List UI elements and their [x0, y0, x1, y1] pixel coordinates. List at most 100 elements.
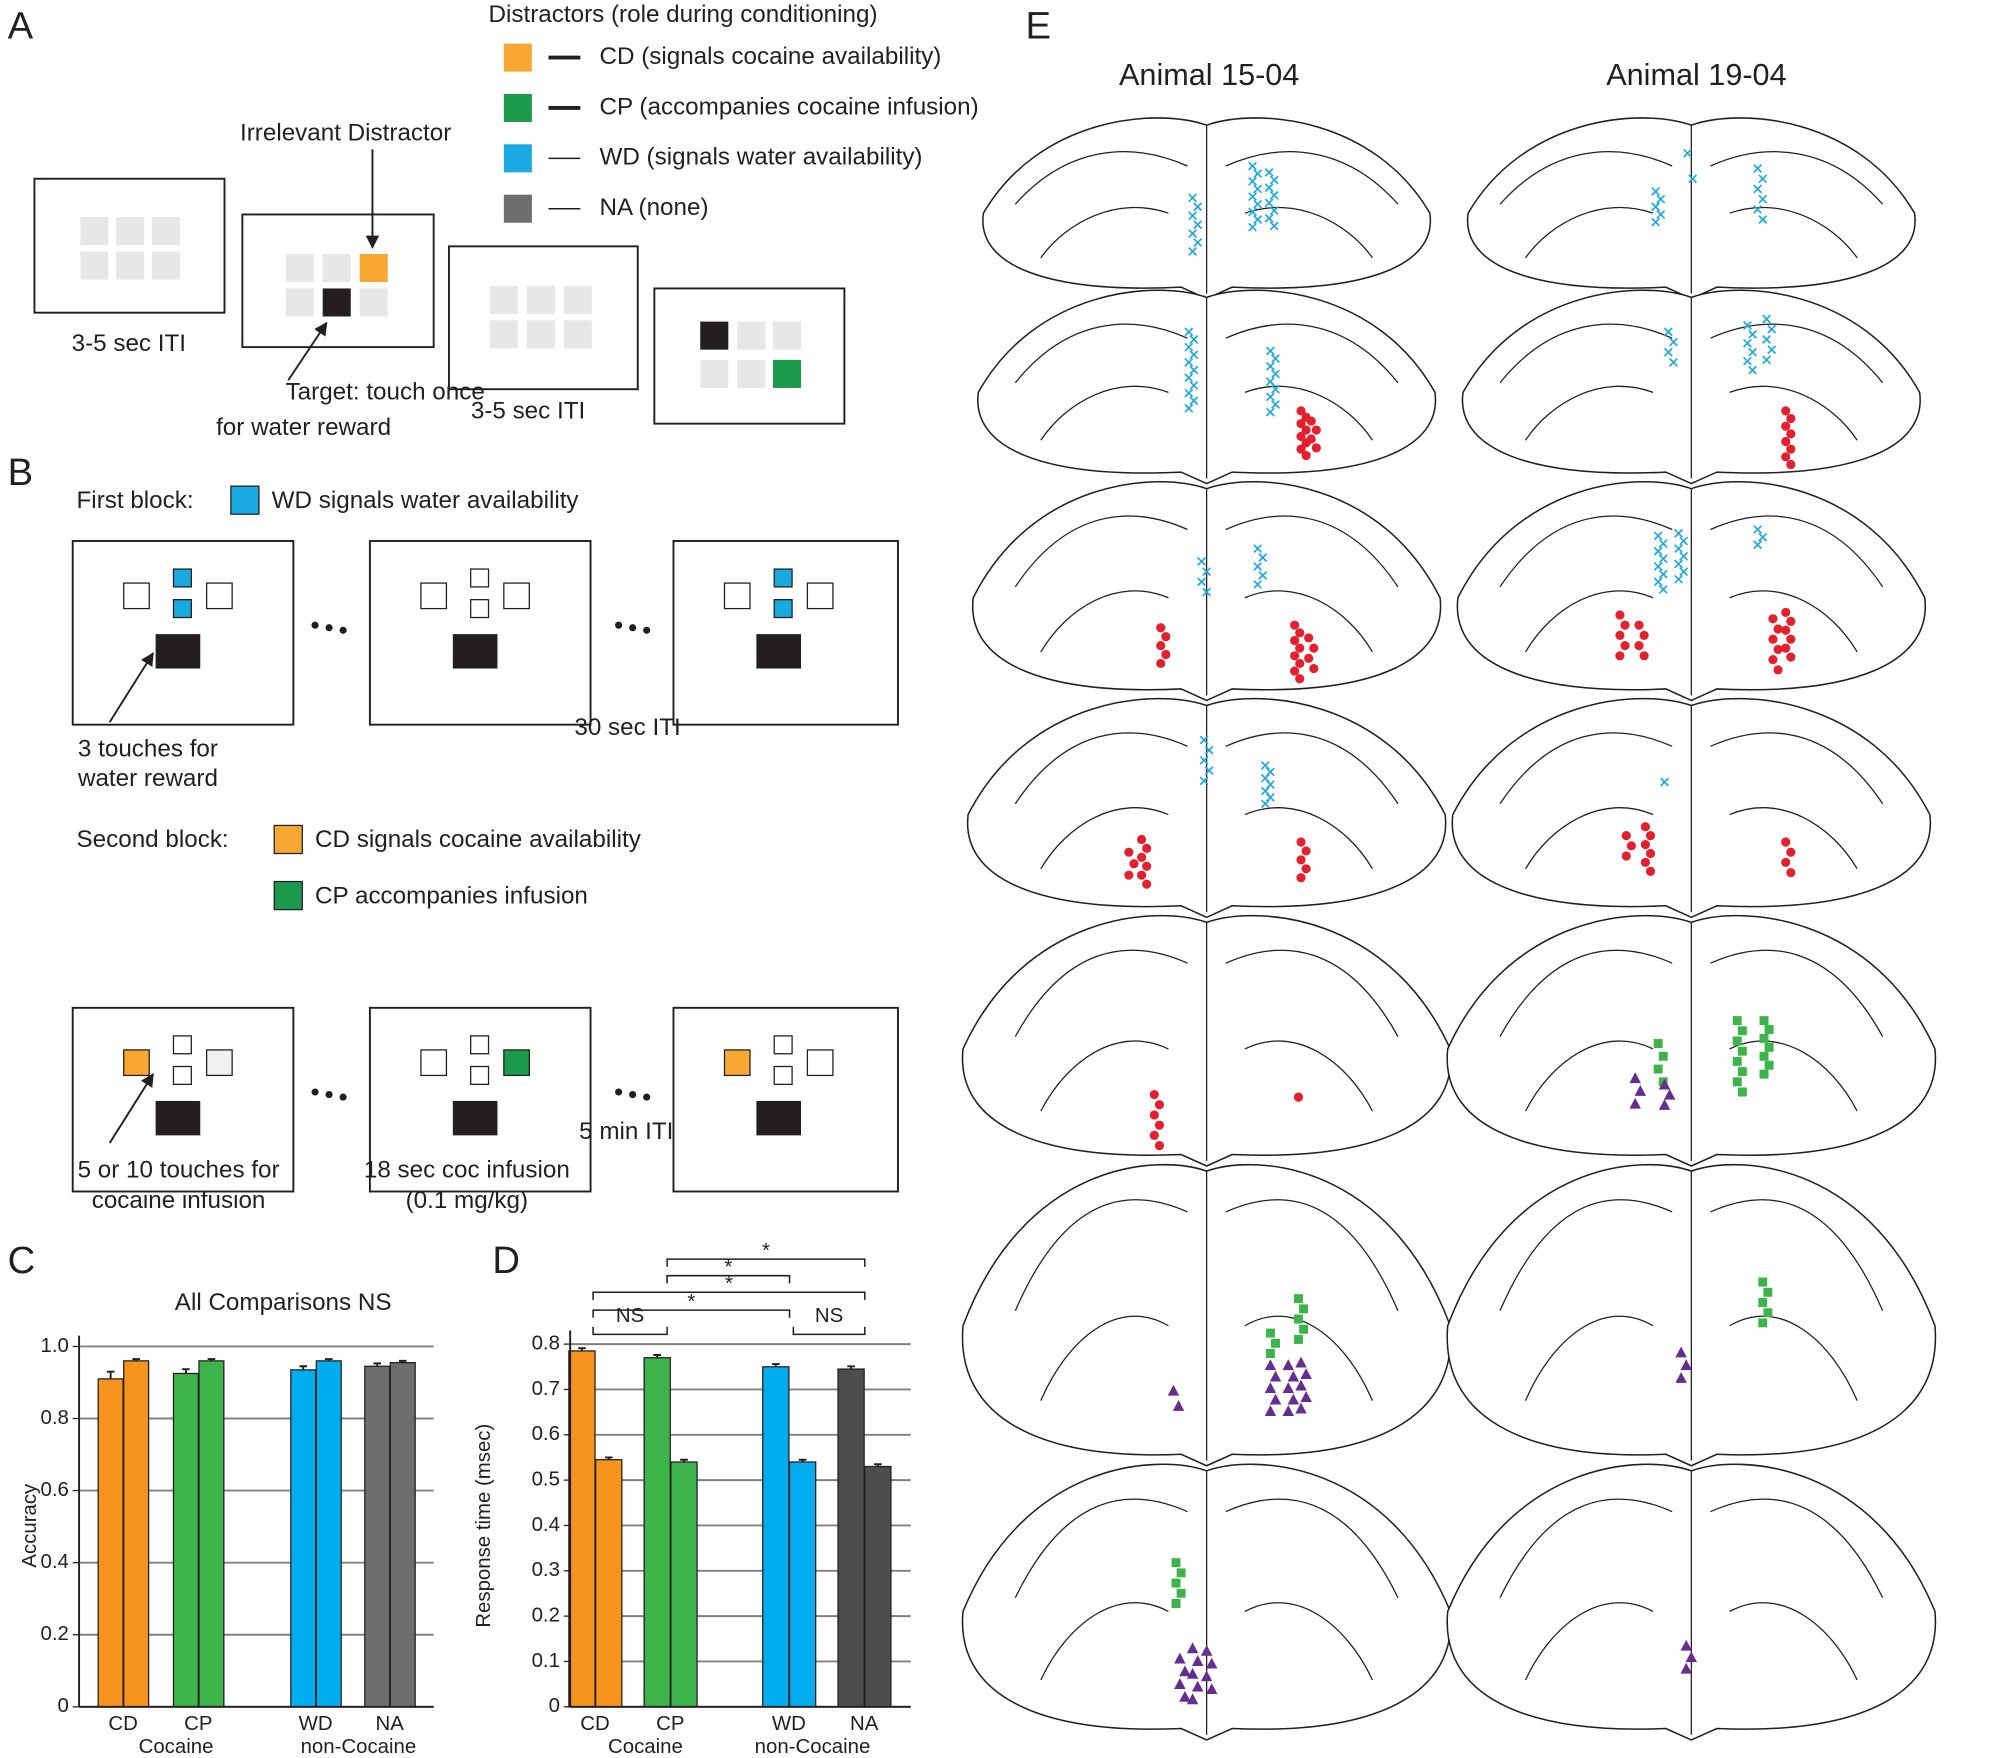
site-marker [1269, 221, 1279, 231]
sulcus [1710, 323, 1884, 384]
site-marker [1171, 1558, 1181, 1568]
sulcus [1225, 515, 1399, 588]
site-marker [1149, 1130, 1159, 1140]
site-marker [1296, 444, 1306, 454]
significance-bracket [666, 1258, 866, 1267]
site-marker [1300, 1391, 1312, 1402]
y-tick-label: 0.2 [532, 1605, 560, 1627]
significance-label: NS [616, 1305, 644, 1327]
site-marker [1287, 1370, 1300, 1382]
site-marker [1282, 1382, 1295, 1394]
site-marker [1651, 202, 1661, 212]
site-marker [1204, 766, 1214, 775]
significance-label: * [725, 1273, 733, 1295]
site-marker [1174, 1678, 1186, 1689]
site-marker [1171, 1599, 1181, 1608]
legend-text: CD signals cocaine availability [315, 826, 642, 853]
site-marker [1762, 355, 1771, 365]
error-bar [604, 1456, 613, 1460]
site-marker [1296, 431, 1306, 441]
site-marker [1660, 777, 1669, 787]
site-marker [1193, 238, 1203, 247]
ellipsis-dot [615, 1088, 623, 1096]
site-marker [1295, 643, 1305, 653]
site-marker [1293, 1092, 1304, 1102]
x-tick-label: CP [656, 1713, 684, 1735]
legend-swatch [273, 880, 303, 911]
ellipsis-dot [339, 626, 347, 634]
bar [788, 1461, 817, 1708]
site-marker [1295, 1356, 1307, 1368]
site-marker [1136, 870, 1147, 880]
sulcus [1244, 206, 1373, 259]
site-marker [1743, 321, 1752, 330]
sulcus [1524, 1315, 1654, 1401]
site-marker [1294, 1334, 1303, 1344]
site-marker [1767, 324, 1777, 334]
sulcus [1729, 206, 1858, 259]
site-marker [1176, 1568, 1186, 1578]
x-tick-label: CD [580, 1713, 609, 1735]
site-marker [1294, 1294, 1303, 1304]
sulcus [1499, 515, 1673, 588]
sulcus [1710, 515, 1884, 588]
site-marker [1768, 634, 1778, 644]
site-marker [1679, 536, 1689, 546]
site-marker [1154, 1140, 1165, 1151]
site-marker [1179, 1665, 1191, 1677]
site-marker [1680, 1662, 1692, 1674]
site-marker [1781, 406, 1791, 416]
site-marker [1758, 1298, 1768, 1307]
site-marker [1189, 335, 1199, 344]
site-marker [1620, 640, 1630, 651]
site-marker [1205, 1657, 1218, 1669]
site-marker [1296, 419, 1306, 429]
sulcus [1499, 949, 1673, 1037]
charts: 0 0.2 0.4 0.6 0.8 1.0 CD CP WD NA Cocaine non-Cocai… [41, 1240, 911, 1758]
site-marker [1658, 569, 1668, 579]
site-marker [1287, 1393, 1300, 1405]
site-marker [1753, 164, 1763, 173]
error-bar [132, 1358, 140, 1361]
sulcus [1040, 590, 1169, 653]
legend-swatch [503, 43, 532, 72]
site-marker [1674, 544, 1683, 554]
sulcus [1524, 1040, 1654, 1112]
screen-square [503, 582, 530, 610]
screen-square [806, 582, 834, 610]
error-bar [874, 1463, 882, 1467]
sulcus [1244, 1315, 1374, 1401]
screen-square [172, 1065, 192, 1085]
site-marker [1260, 761, 1270, 770]
site-marker [1295, 628, 1305, 638]
bar [315, 1360, 342, 1708]
error-bar [798, 1458, 807, 1462]
site-marker [1188, 211, 1198, 221]
error-bar [772, 1363, 780, 1367]
site-marker [1296, 873, 1306, 883]
site-marker [1656, 194, 1666, 204]
site-marker [1656, 210, 1666, 219]
annotation: 18 sec coc infusion [364, 1156, 570, 1183]
legend-swatch [230, 485, 260, 515]
bar [97, 1378, 124, 1708]
y-tick-label: 0.5 [532, 1469, 560, 1491]
significance-bracket [792, 1326, 866, 1336]
target-square [155, 634, 201, 669]
site-marker [1304, 633, 1314, 643]
site-marker [1154, 1120, 1165, 1130]
sulcus [1040, 1602, 1169, 1681]
screen-square [470, 1035, 490, 1055]
site-marker [1189, 396, 1199, 406]
site-marker [1306, 416, 1316, 426]
site-marker [1309, 663, 1319, 674]
bar [389, 1362, 416, 1708]
site-marker [1748, 347, 1757, 357]
site-marker [1753, 540, 1763, 550]
legend-text: CP (accompanies cocaine infusion) [599, 93, 978, 120]
screen-square [773, 568, 793, 588]
sulcus [1040, 206, 1169, 259]
target-square [756, 634, 802, 669]
target-square [700, 321, 729, 350]
sulcus [1244, 1602, 1374, 1681]
